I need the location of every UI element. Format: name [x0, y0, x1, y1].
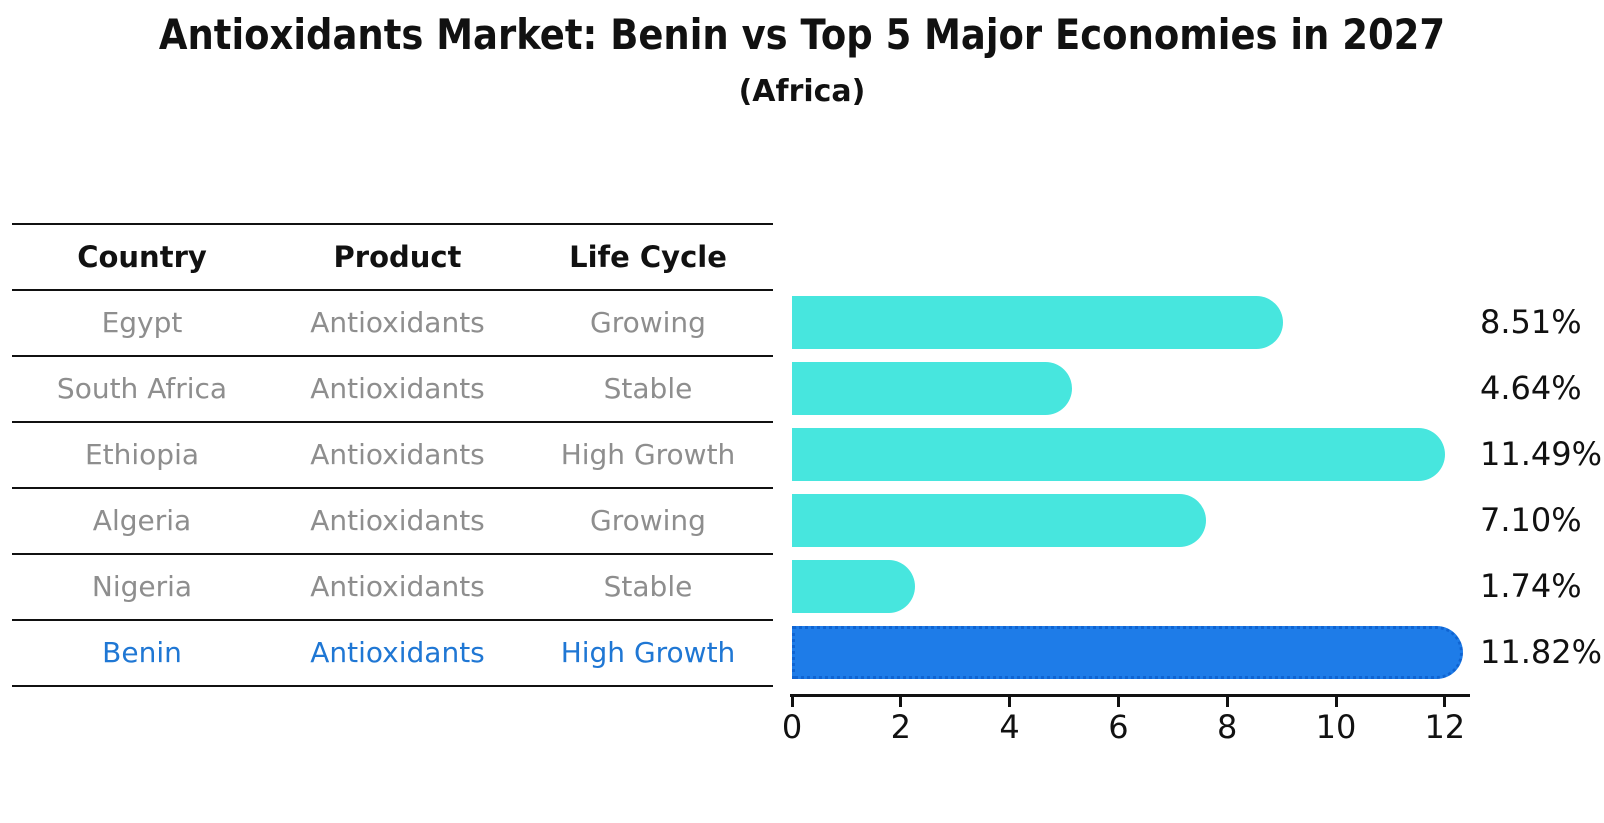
cell-life-cycle: High Growth [560, 438, 736, 471]
cell-product: Antioxidants [310, 306, 485, 339]
cell-product: Antioxidants [310, 372, 485, 405]
x-tick-label: 4 [999, 708, 1020, 746]
cell-country: Benin [102, 636, 182, 669]
cell-country: South Africa [56, 372, 228, 405]
column-header-product: Product [333, 239, 462, 274]
value-label-egypt: 8.51% [1480, 303, 1582, 341]
x-tick-label: 12 [1424, 708, 1466, 746]
bar-benin [792, 625, 1463, 679]
cell-product: Antioxidants [310, 636, 485, 669]
bar-algeria [792, 493, 1206, 547]
chart-title: Antioxidants Market: Benin vs Top 5 Majo… [158, 10, 1446, 59]
cell-product: Antioxidants [310, 570, 485, 603]
x-tick-label: 10 [1315, 708, 1357, 746]
chart-subtitle: (Africa) [738, 74, 866, 109]
table-row-egypt: Egypt Antioxidants Growing [12, 291, 773, 357]
table-row-benin: Benin Antioxidants High Growth [12, 621, 773, 687]
x-tick-label: 0 [781, 708, 803, 746]
value-label-benin: 11.82% [1480, 633, 1603, 671]
table-row-algeria: Algeria Antioxidants Growing [12, 489, 773, 555]
cell-country: Algeria [92, 504, 192, 537]
bar-egypt [792, 295, 1283, 349]
table-header-row: Country Product Life Cycle [12, 225, 773, 291]
value-label-south-africa: 4.64% [1480, 369, 1582, 407]
x-axis-line [790, 694, 1470, 697]
x-tick-label: 2 [890, 708, 911, 746]
x-tick [1225, 697, 1229, 707]
x-tick [1008, 697, 1012, 707]
bar-ethiopia [792, 427, 1445, 481]
x-tick [899, 697, 903, 707]
column-header-life-cycle: Life Cycle [569, 239, 727, 274]
bar-south-africa [792, 361, 1072, 415]
x-tick [1334, 697, 1338, 707]
cell-country: Egypt [101, 306, 183, 339]
column-header-country: Country [77, 239, 207, 274]
bar-nigeria [792, 559, 915, 613]
x-tick-label: 8 [1217, 708, 1238, 746]
cell-country: Nigeria [91, 570, 193, 603]
cell-life-cycle: Growing [590, 306, 706, 339]
cell-life-cycle: High Growth [560, 636, 736, 669]
x-tick-label: 6 [1108, 708, 1129, 746]
cell-life-cycle: Stable [603, 372, 693, 405]
x-tick [790, 697, 794, 707]
value-label-nigeria: 1.74% [1480, 567, 1582, 605]
country-table: Country Product Life Cycle Egypt Antioxid… [12, 223, 773, 687]
x-tick [1116, 697, 1120, 707]
value-label-ethiopia: 11.49% [1480, 435, 1603, 473]
cell-product: Antioxidants [310, 438, 485, 471]
x-tick [1443, 697, 1447, 707]
cell-country: Ethiopia [84, 438, 200, 471]
cell-product: Antioxidants [310, 504, 485, 537]
table-body: Egypt Antioxidants Growing South Africa Anti… [12, 291, 773, 687]
cell-life-cycle: Stable [603, 570, 693, 603]
table-row-south-africa: South Africa Antioxidants Stable [12, 357, 773, 423]
cell-life-cycle: Growing [590, 504, 706, 537]
table-row-ethiopia: Ethiopia Antioxidants High Growth [12, 423, 773, 489]
value-label-algeria: 7.10% [1480, 501, 1582, 539]
table-row-nigeria: Nigeria Antioxidants Stable [12, 555, 773, 621]
